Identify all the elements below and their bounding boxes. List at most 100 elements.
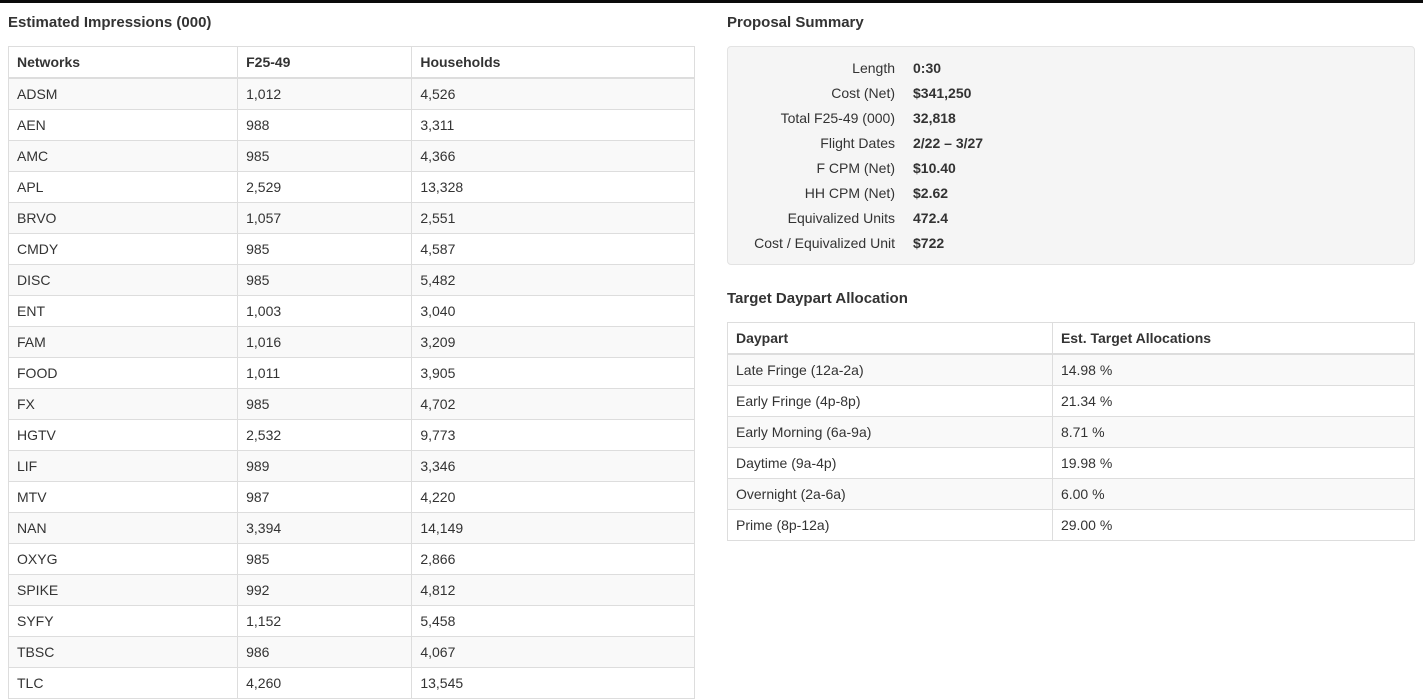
table-cell: 988 [237,109,413,141]
summary-label: Cost / Equivalized Unit [754,235,895,251]
table-row: Overnight (2a-6a) 6.00 % [727,478,1416,510]
table-cell: ENT [7,295,239,327]
table-row: FX 985 4,702 [7,388,695,420]
column-header-households: Households [411,46,695,79]
daypart-table-header: Daypart Est. Target Allocations [727,322,1416,355]
summary-value: 2/22 – 3/27 [913,135,984,151]
table-cell: Early Morning (6a-9a) [727,416,1053,448]
table-cell: APL [7,171,239,203]
column-header-daypart: Daypart [727,322,1053,355]
table-cell: 985 [237,264,413,296]
impressions-table-body: ADSM 1,012 4,526 AEN 988 3,311 AMC 985 4,366 APL 2… [7,77,695,699]
table-cell: SPIKE [7,574,239,606]
table-cell: FOOD [7,357,239,389]
summary-label: Equivalized Units [787,210,895,226]
table-cell: CMDY [7,233,239,265]
table-row: Early Morning (6a-9a) 8.71 % [727,416,1416,448]
impressions-table-header: Networks F25-49 Households [7,46,695,79]
summary-row: Flight Dates 2/22 – 3/27 [743,131,1399,156]
summary-row: HH CPM (Net) $2.62 [743,181,1399,206]
table-cell: 1,003 [237,295,413,327]
daypart-table-body: Late Fringe (12a-2a) 14.98 % Early Fringe … [727,353,1416,541]
table-row: AMC 985 4,366 [7,140,695,172]
table-cell: 4,260 [237,667,413,699]
table-header-row: Networks F25-49 Households [7,46,695,79]
summary-label: HH CPM (Net) [804,185,895,201]
table-cell: Daytime (9a-4p) [727,447,1053,479]
table-row: BRVO 1,057 2,551 [7,202,695,234]
summary-row: F CPM (Net) $10.40 [743,156,1399,181]
table-cell: 21.34 % [1051,385,1416,417]
page-layout: Estimated Impressions (000) Networks F25… [7,8,1416,699]
table-cell: 1,057 [237,202,413,234]
table-row: ENT 1,003 3,040 [7,295,695,327]
table-cell: ADSM [7,77,239,110]
summary-value: 472.4 [913,210,949,226]
impressions-table: Networks F25-49 Households ADSM 1,012 4,52… [7,46,695,699]
table-row: SPIKE 992 4,812 [7,574,695,606]
proposal-summary-title: Proposal Summary [727,14,864,31]
table-cell: 986 [237,636,413,668]
summary-value: $2.62 [913,185,949,201]
table-cell: 3,209 [411,326,695,358]
table-cell: FX [7,388,239,420]
table-cell: 2,532 [237,419,413,451]
column-header-networks: Networks [7,46,239,79]
table-row: CMDY 985 4,587 [7,233,695,265]
table-cell: 987 [237,481,413,513]
summary-row: Length 0:30 [743,56,1399,81]
table-cell: Prime (8p-12a) [727,509,1053,541]
table-cell: AEN [7,109,239,141]
table-cell: HGTV [7,419,239,451]
table-row: MTV 987 4,220 [7,481,695,513]
table-row: DISC 985 5,482 [7,264,695,296]
table-cell: TBSC [7,636,239,668]
table-cell: 14.98 % [1051,353,1416,386]
summary-label: Cost (Net) [831,85,895,101]
table-row: NAN 3,394 14,149 [7,512,695,544]
table-row: Early Fringe (4p-8p) 21.34 % [727,385,1416,417]
table-cell: 4,526 [411,77,695,110]
table-row: TLC 4,260 13,545 [7,667,695,699]
table-cell: 985 [237,388,413,420]
table-cell: 1,011 [237,357,413,389]
table-header-row: Daypart Est. Target Allocations [727,322,1416,355]
table-cell: 985 [237,543,413,575]
summary-value: 32,818 [913,110,956,126]
table-cell: 1,016 [237,326,413,358]
table-row: FOOD 1,011 3,905 [7,357,695,389]
table-cell: NAN [7,512,239,544]
daypart-allocation-title: Target Daypart Allocation [727,290,908,307]
table-cell: TLC [7,667,239,699]
table-cell: OXYG [7,543,239,575]
table-cell: 2,866 [411,543,695,575]
table-cell: 4,220 [411,481,695,513]
column-header-est-target-allocations: Est. Target Allocations [1051,322,1416,355]
summary-label: F CPM (Net) [816,160,895,176]
table-row: Daytime (9a-4p) 19.98 % [727,447,1416,479]
table-row: SYFY 1,152 5,458 [7,605,695,637]
table-row: Late Fringe (12a-2a) 14.98 % [727,353,1416,386]
table-row: TBSC 986 4,067 [7,636,695,668]
table-cell: 8.71 % [1051,416,1416,448]
table-cell: 989 [237,450,413,482]
table-cell: 4,587 [411,233,695,265]
table-cell: 985 [237,140,413,172]
summary-label: Length [852,60,895,76]
table-cell: 3,346 [411,450,695,482]
table-cell: FAM [7,326,239,358]
table-row: APL 2,529 13,328 [7,171,695,203]
table-cell: 2,551 [411,202,695,234]
table-cell: 19.98 % [1051,447,1416,479]
table-row: ADSM 1,012 4,526 [7,77,695,110]
table-cell: 2,529 [237,171,413,203]
table-cell: 1,152 [237,605,413,637]
impressions-title: Estimated Impressions (000) [8,14,212,31]
summary-value: 0:30 [913,60,942,76]
table-cell: 5,482 [411,264,695,296]
table-cell: 29.00 % [1051,509,1416,541]
table-cell: 3,311 [411,109,695,141]
right-column: Proposal Summary Length 0:30 Cost (Net) $34… [727,8,1416,699]
summary-value: $722 [913,235,945,251]
table-row: LIF 989 3,346 [7,450,695,482]
